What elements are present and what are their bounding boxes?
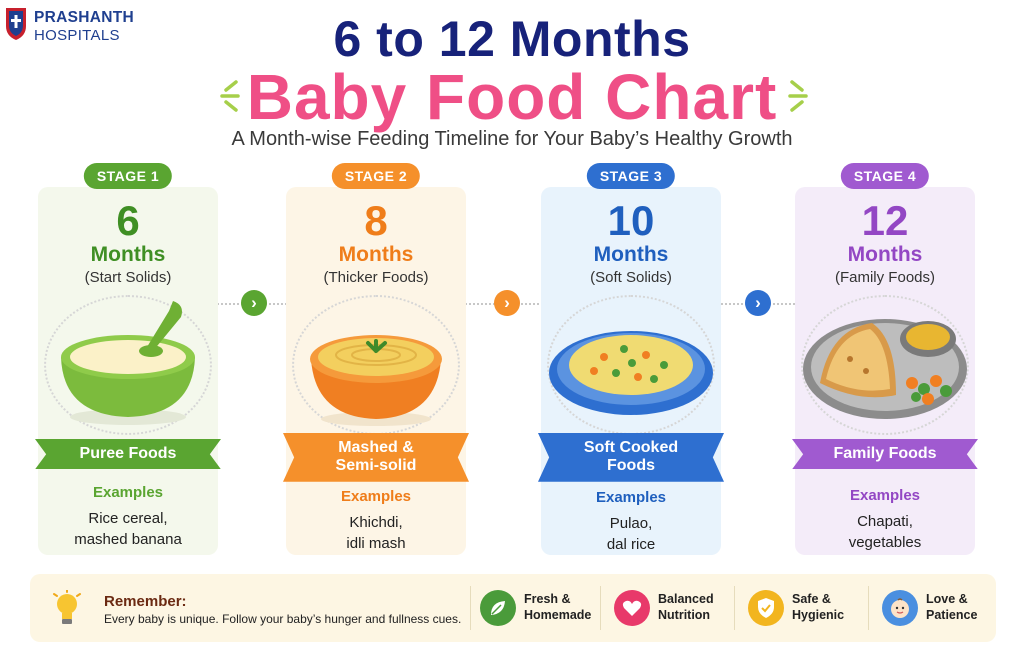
sparkle-right-icon bbox=[788, 80, 808, 112]
stage-month-number: 8 bbox=[364, 197, 388, 244]
leaf-icon bbox=[480, 590, 516, 626]
puree-bowl-icon bbox=[61, 301, 195, 425]
chevron-right-icon: › bbox=[241, 290, 267, 316]
stage-month-number: 10 bbox=[607, 197, 655, 244]
feature-label: Safe & Hygienic bbox=[792, 592, 844, 623]
examples-line: idli mash bbox=[346, 535, 406, 552]
stage-card-3: STAGE 3 10 Months (Soft Solids) Soft Coo… bbox=[538, 163, 724, 555]
food-type-label: Puree Foods bbox=[79, 445, 177, 462]
logo-subtitle: HOSPITALS bbox=[34, 26, 120, 44]
stage-badge: STAGE 3 bbox=[586, 163, 676, 189]
chevron-right-icon: › bbox=[745, 290, 771, 316]
lightbulb-icon bbox=[53, 590, 81, 624]
stage-note: (Start Solids) bbox=[84, 269, 172, 286]
stage-month-number: 12 bbox=[861, 197, 909, 244]
logo-name: PRASHANTH bbox=[34, 9, 135, 26]
page-title-line1: 6 to 12 Months bbox=[333, 11, 691, 67]
examples-line: Chapati, bbox=[857, 513, 913, 530]
examples-title: Examples bbox=[92, 484, 164, 501]
divider bbox=[734, 586, 735, 630]
examples-title: Examples bbox=[595, 489, 667, 506]
divider bbox=[470, 586, 471, 630]
thali-plate-icon bbox=[803, 319, 967, 419]
pulao-plate-icon bbox=[549, 331, 713, 415]
heart-icon bbox=[614, 590, 650, 626]
feature-label-line: Homemade bbox=[524, 608, 592, 622]
feature-fresh-homemade: Fresh & Homemade bbox=[480, 590, 591, 626]
feature-balanced-nutrition: Balanced Nutrition bbox=[614, 590, 714, 626]
remember-bar: Remember: Every baby is unique. Follow y… bbox=[30, 574, 996, 642]
stage-months-label: Months bbox=[90, 243, 166, 266]
stage-note: (Thicker Foods) bbox=[323, 269, 429, 286]
stage-card-2: STAGE 2 8 Months (Thicker Foods) Mashed … bbox=[283, 163, 469, 555]
stage-months-label: Months bbox=[593, 243, 669, 266]
feature-label-line: Love & bbox=[926, 592, 968, 607]
feature-label: Balanced Nutrition bbox=[658, 592, 714, 623]
feature-love-patience: Love & Patience bbox=[882, 590, 977, 626]
dotted-circle bbox=[44, 295, 212, 435]
divider bbox=[600, 586, 601, 630]
hospital-crest-icon bbox=[6, 8, 26, 40]
examples-text: Pulao, dal rice bbox=[541, 513, 721, 555]
stage-months-label: Months bbox=[847, 243, 923, 266]
stage-months-label: Months bbox=[338, 243, 414, 266]
feature-label-line: Nutrition bbox=[658, 608, 711, 622]
feature-label: Fresh & Homemade bbox=[524, 592, 591, 623]
examples-line: mashed banana bbox=[74, 531, 182, 548]
sparkle-left-icon bbox=[220, 80, 240, 112]
shield-check-icon bbox=[748, 590, 784, 626]
food-type-ribbon: Mashed & Semi-solid bbox=[283, 433, 469, 482]
examples-line: Khichdi, bbox=[349, 514, 403, 531]
food-type-label: Semi-solid bbox=[335, 457, 417, 475]
examples-text: Rice cereal, mashed banana bbox=[38, 508, 218, 550]
chevron-right-icon: › bbox=[494, 290, 520, 316]
remember-title: Remember: bbox=[104, 593, 187, 610]
examples-text: Khichdi, idli mash bbox=[286, 512, 466, 554]
examples-line: vegetables bbox=[848, 534, 922, 551]
stage-note: (Family Foods) bbox=[834, 269, 935, 286]
page-subtitle: A Month-wise Feeding Timeline for Your B… bbox=[231, 128, 793, 150]
food-type-ribbon: Family Foods bbox=[792, 439, 978, 470]
stage-badge: STAGE 4 bbox=[840, 163, 930, 189]
examples-title: Examples bbox=[340, 488, 412, 505]
food-type-ribbon: Puree Foods bbox=[35, 439, 221, 470]
examples-line: dal rice bbox=[606, 536, 656, 553]
stage-card-1: STAGE 1 6 Months (Start Solids) Puree Fo… bbox=[35, 163, 221, 555]
hospital-logo: PRASHANTH HOSPITALS bbox=[4, 6, 134, 43]
stage-card-4: STAGE 4 12 Months (Family Foods) Family … bbox=[792, 163, 978, 555]
food-type-label: Foods bbox=[607, 457, 655, 475]
examples-line: Rice cereal, bbox=[88, 510, 168, 527]
feature-label-line: Hygienic bbox=[792, 608, 845, 622]
dotted-circle bbox=[801, 295, 969, 435]
divider bbox=[868, 586, 869, 630]
stage-badge: STAGE 2 bbox=[331, 163, 421, 189]
feature-safe-hygienic: Safe & Hygienic bbox=[748, 590, 844, 626]
feature-label-line: Safe & bbox=[792, 592, 831, 607]
feature-label-line: Balanced bbox=[658, 592, 714, 607]
feature-label: Love & Patience bbox=[926, 592, 977, 623]
feature-label-line: Patience bbox=[926, 608, 978, 622]
stage-badge: STAGE 1 bbox=[83, 163, 173, 189]
remember-text: Every baby is unique. Follow your baby’s… bbox=[104, 612, 462, 626]
food-type-label: Family Foods bbox=[833, 445, 937, 462]
stage-month-number: 6 bbox=[116, 197, 140, 244]
baby-face-icon bbox=[882, 590, 918, 626]
food-type-ribbon: Soft Cooked Foods bbox=[538, 433, 724, 482]
examples-text: Chapati, vegetables bbox=[795, 511, 975, 553]
feature-label-line: Fresh & bbox=[524, 592, 571, 607]
khichdi-bowl-icon bbox=[310, 335, 442, 426]
page-title-line2: Baby Food Chart bbox=[246, 61, 778, 133]
food-type-label: Mashed & bbox=[338, 439, 414, 456]
food-type-label: Soft Cooked bbox=[583, 439, 679, 456]
examples-title: Examples bbox=[849, 487, 921, 504]
stage-note: (Soft Solids) bbox=[590, 269, 672, 286]
examples-line: Pulao, bbox=[609, 515, 653, 532]
